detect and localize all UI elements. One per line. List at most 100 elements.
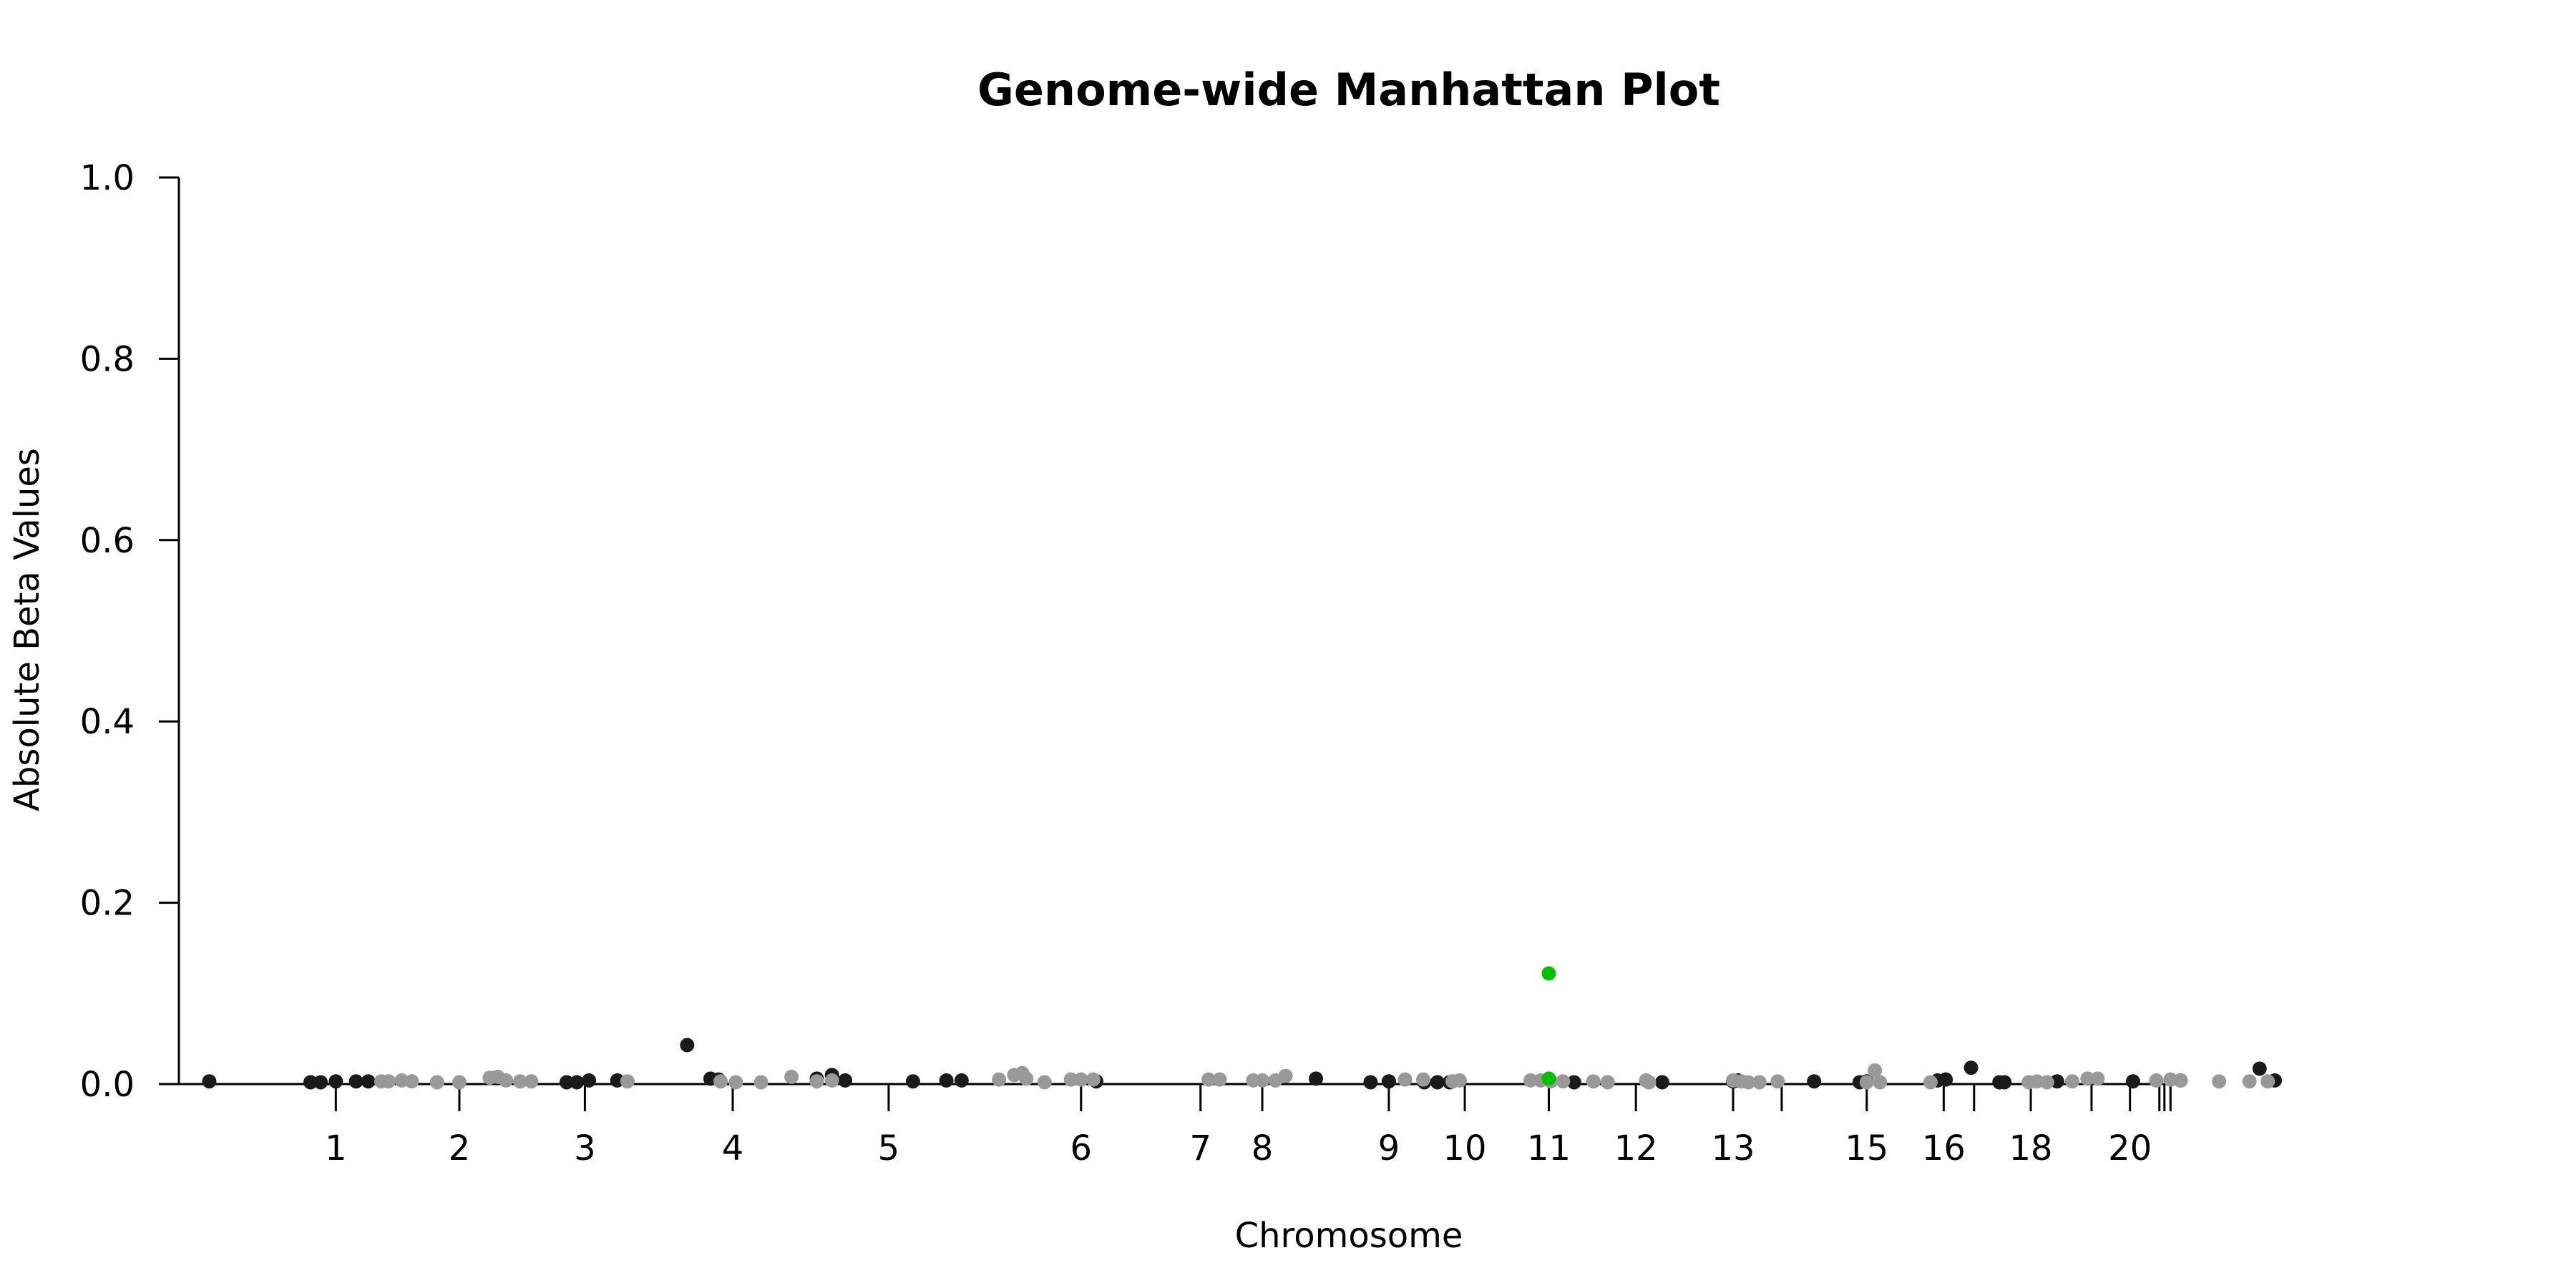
y-tick-label: 0.4	[80, 702, 135, 742]
data-point	[361, 1074, 376, 1089]
data-point	[784, 1069, 799, 1084]
data-point	[1938, 1072, 1953, 1087]
data-points	[202, 966, 2283, 1090]
x-tick-label: 16	[1922, 1128, 1966, 1169]
data-point	[452, 1075, 467, 1090]
data-point	[1868, 1063, 1883, 1078]
data-point	[1556, 1074, 1571, 1089]
data-point	[1430, 1075, 1445, 1090]
data-point	[559, 1075, 574, 1090]
y-axis: 0.0 0.2 0.4 0.6 0.8 1.0	[80, 158, 180, 1105]
data-point	[1309, 1071, 1324, 1086]
data-point	[954, 1073, 969, 1088]
data-point	[1770, 1074, 1785, 1089]
x-tick-label: 11	[1527, 1128, 1571, 1169]
data-point	[2149, 1073, 2164, 1088]
data-point	[1416, 1072, 1431, 1087]
data-point	[1600, 1075, 1615, 1090]
x-tick-label: 12	[1614, 1128, 1658, 1169]
x-tick-label: 9	[1378, 1128, 1400, 1169]
data-point	[2090, 1071, 2105, 1086]
data-point	[2260, 1074, 2275, 1089]
data-point	[2242, 1074, 2257, 1089]
x-tick-label: 5	[878, 1128, 900, 1169]
data-point	[1752, 1075, 1767, 1090]
chart-title: Genome-wide Manhattan Plot	[977, 64, 1720, 116]
data-point	[1586, 1074, 1601, 1089]
y-tick-label: 0.0	[80, 1065, 135, 1105]
data-point	[328, 1074, 343, 1089]
data-point	[404, 1074, 419, 1089]
data-point	[1873, 1075, 1888, 1090]
data-point	[1278, 1068, 1293, 1083]
x-axis-label: Chromosome	[1235, 1216, 1463, 1256]
data-point	[809, 1074, 824, 1089]
y-tick-label: 0.6	[80, 521, 135, 561]
x-tick-label: 8	[1252, 1128, 1274, 1169]
data-point	[2065, 1074, 2080, 1089]
data-point	[1859, 1075, 1874, 1090]
data-point	[1037, 1075, 1052, 1090]
data-point	[2173, 1073, 2188, 1088]
data-point	[429, 1075, 444, 1090]
y-axis-label: Absolute Beta Values	[7, 448, 47, 811]
data-point	[1807, 1074, 1822, 1089]
x-axis: 1 2 3 4 5 6 7 8 9 10 11 12 13 15 16 18 20	[179, 1083, 2172, 1169]
data-point	[1201, 1072, 1216, 1087]
y-tick-label: 0.8	[80, 339, 135, 379]
x-tick-label: 6	[1070, 1128, 1092, 1169]
data-point	[620, 1074, 635, 1089]
data-point	[1381, 1074, 1396, 1089]
data-point	[1212, 1072, 1227, 1087]
x-tick-label: 3	[574, 1128, 596, 1169]
data-point	[1397, 1072, 1413, 1087]
data-point	[992, 1072, 1007, 1087]
data-point	[1741, 1075, 1756, 1090]
data-point	[2212, 1074, 2227, 1089]
x-tick-label: 15	[1845, 1128, 1888, 1169]
data-point	[582, 1073, 597, 1088]
data-point	[1523, 1073, 1538, 1088]
data-point	[1452, 1073, 1467, 1088]
data-point	[824, 1073, 839, 1088]
data-point	[2252, 1061, 2267, 1076]
y-tick-label: 1.0	[80, 158, 135, 198]
x-tick-label: 10	[1443, 1128, 1487, 1169]
data-point	[2080, 1071, 2095, 1086]
data-point	[1363, 1075, 1378, 1090]
data-point	[753, 1075, 769, 1090]
data-point	[680, 1038, 695, 1053]
data-point	[2039, 1075, 2054, 1090]
data-point	[313, 1075, 328, 1090]
data-point	[512, 1074, 527, 1089]
data-point	[838, 1073, 853, 1088]
data-point	[1566, 1075, 1581, 1090]
data-point	[570, 1075, 585, 1090]
data-point	[202, 1074, 217, 1089]
data-point	[1654, 1075, 1669, 1090]
x-tick-label: 7	[1189, 1128, 1211, 1169]
data-point	[1073, 1072, 1088, 1087]
data-point	[499, 1073, 514, 1088]
data-point	[303, 1075, 318, 1090]
x-tick-label: 18	[2009, 1128, 2053, 1169]
data-point	[1923, 1075, 1938, 1090]
x-tick-label: 4	[722, 1128, 744, 1169]
data-point	[939, 1073, 954, 1088]
data-point	[1963, 1060, 1979, 1075]
data-point	[348, 1074, 364, 1089]
data-point	[381, 1074, 396, 1089]
data-point	[1541, 1071, 1556, 1086]
data-point	[1641, 1075, 1657, 1090]
data-point	[524, 1074, 539, 1089]
x-tick-label: 20	[2108, 1128, 2152, 1169]
x-tick-label: 13	[1711, 1128, 1755, 1169]
data-point	[1019, 1071, 1034, 1086]
data-point	[728, 1075, 743, 1090]
data-point	[713, 1074, 728, 1089]
y-tick-label: 0.2	[80, 884, 135, 924]
data-point	[2125, 1074, 2140, 1089]
data-point	[1997, 1075, 2012, 1090]
data-point	[1255, 1073, 1270, 1088]
